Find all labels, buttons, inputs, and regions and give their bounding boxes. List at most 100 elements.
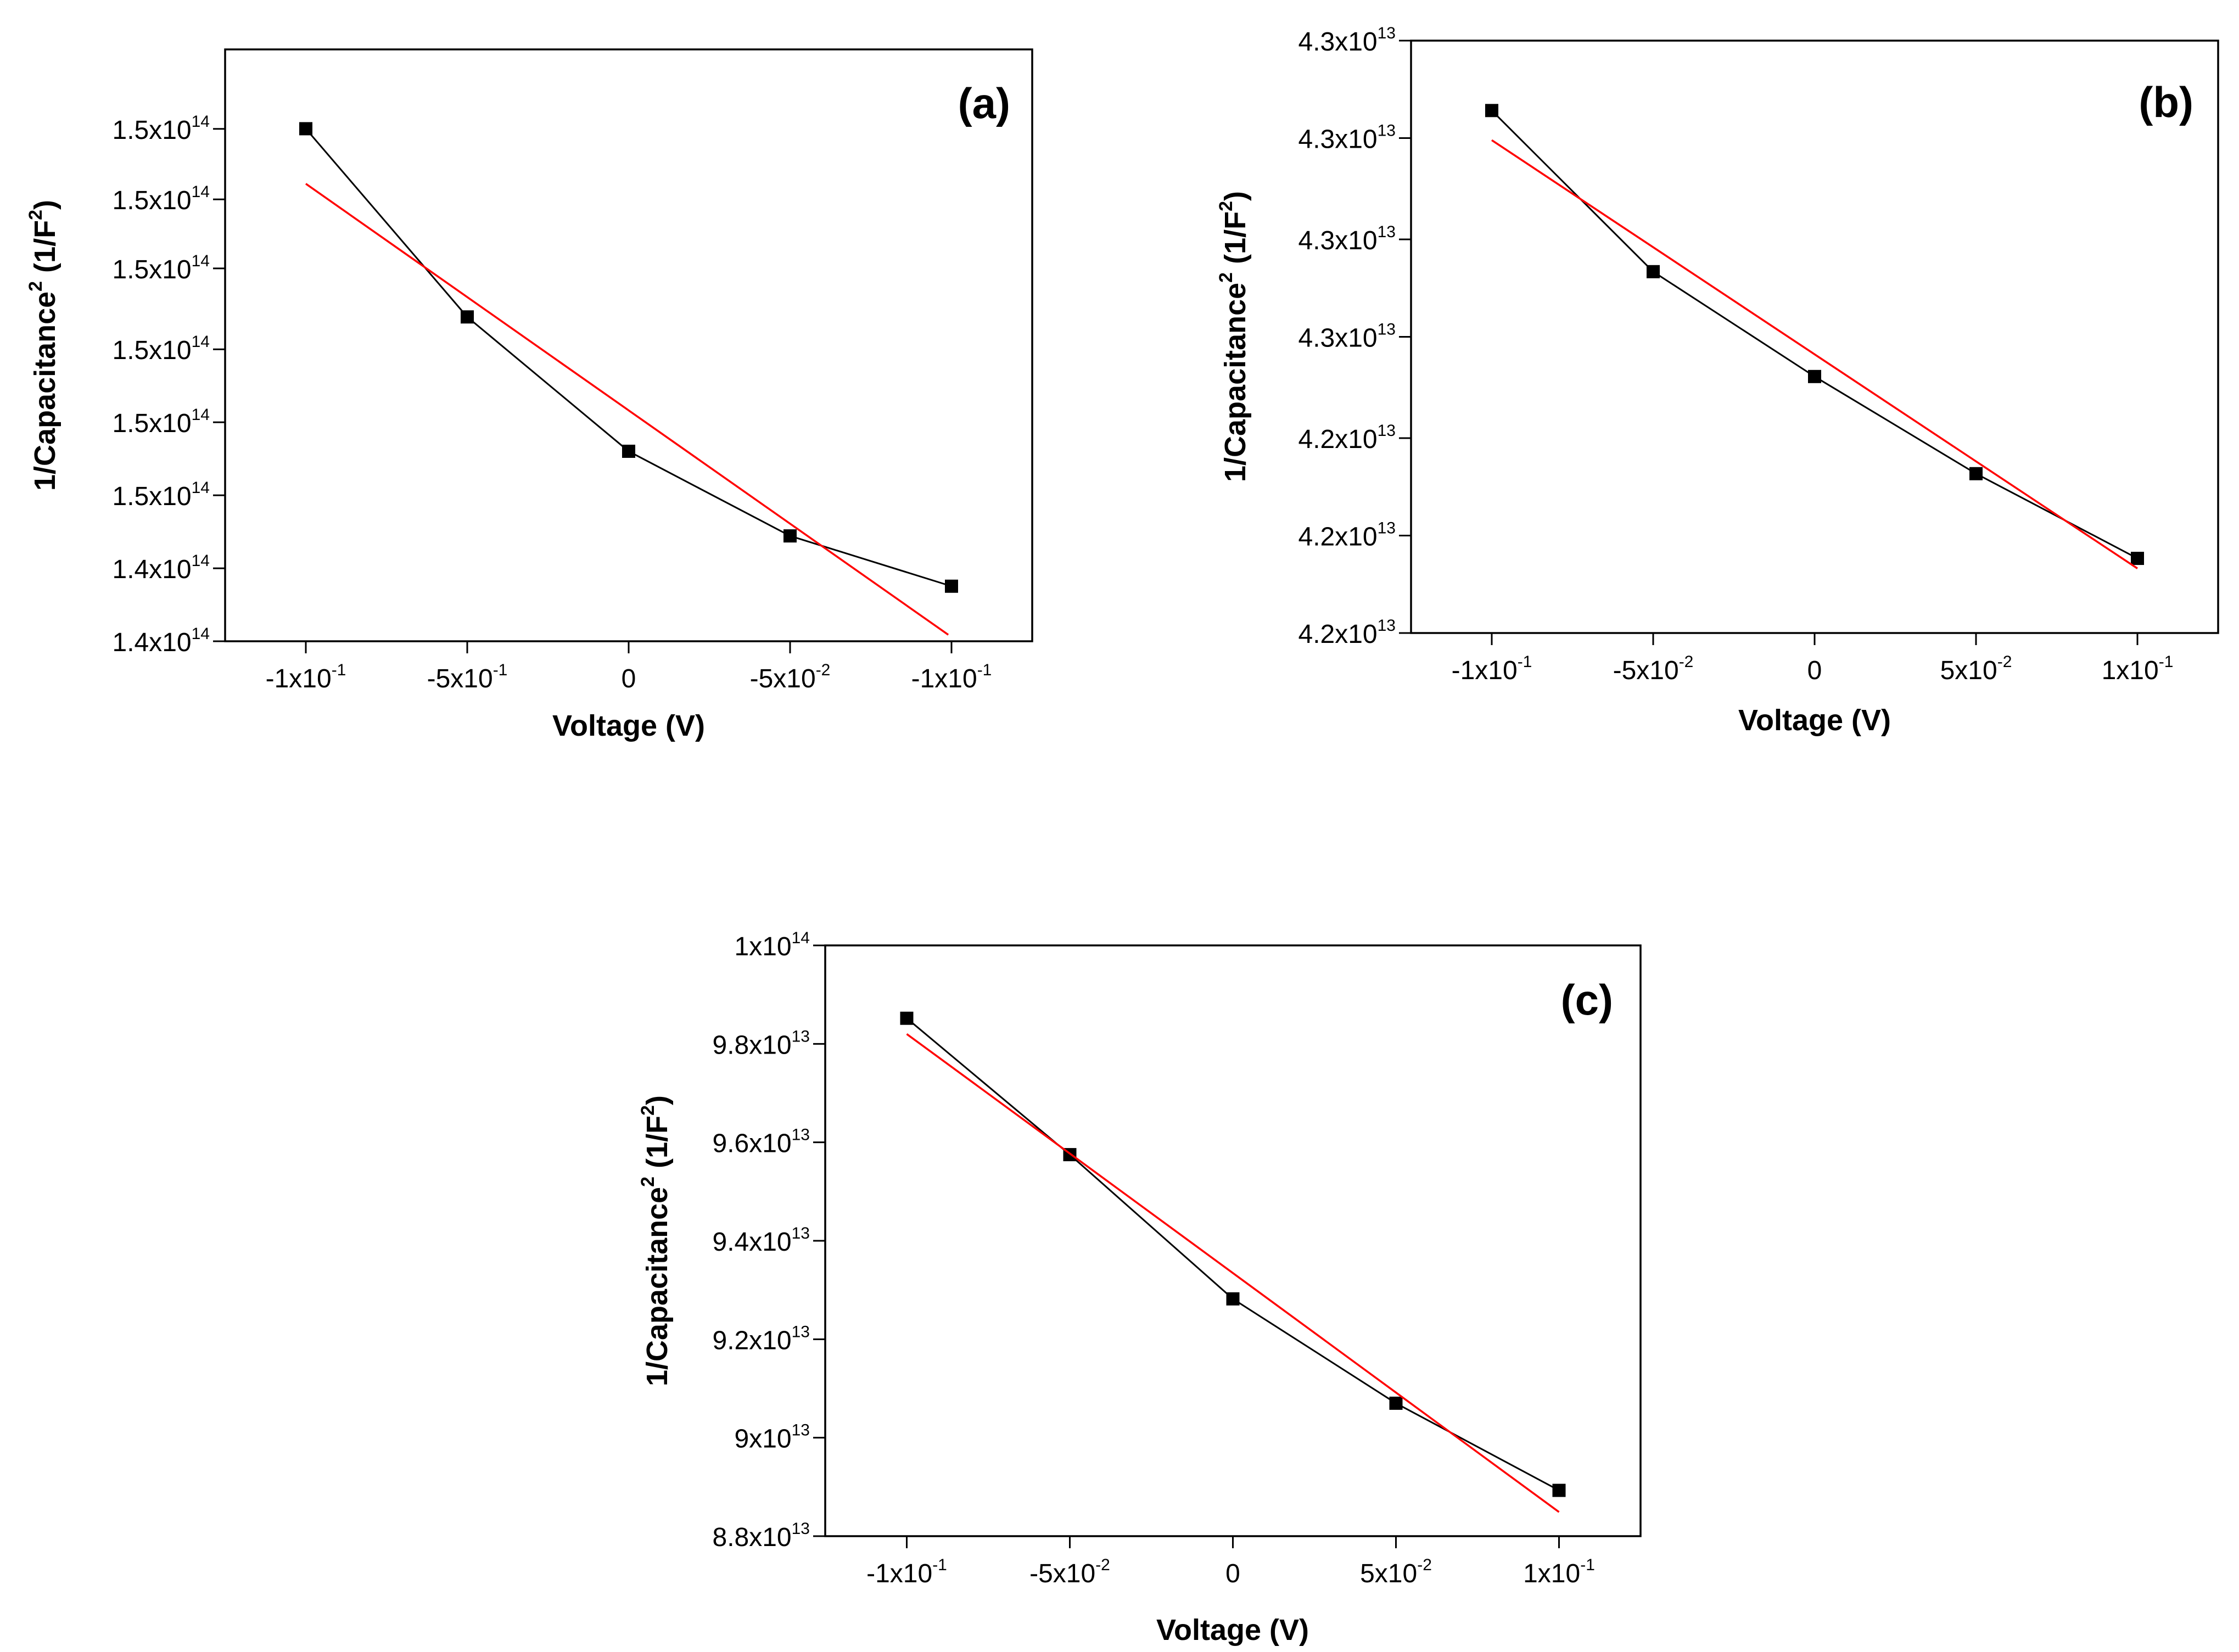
x-tick-label: 5x10-2 xyxy=(1940,653,2012,685)
x-tick-exponent: -1 xyxy=(493,661,508,679)
x-tick-label: 5x10-2 xyxy=(1360,1556,1432,1588)
data-point-marker xyxy=(900,1011,914,1025)
data-point-marker xyxy=(299,122,312,136)
x-tick-exponent: -1 xyxy=(2159,653,2174,671)
data-point-marker xyxy=(1226,1292,1240,1306)
y-tick-exponent: 13 xyxy=(792,1224,810,1242)
data-point-marker xyxy=(945,579,958,593)
y-tick-exponent: 14 xyxy=(192,625,210,643)
y-tick-mantissa: 9x10 xyxy=(735,1425,792,1454)
x-tick-label: 0 xyxy=(1225,1559,1240,1588)
x-tick-mantissa: 0 xyxy=(1807,656,1822,685)
x-tick-mantissa: -5x10 xyxy=(1613,656,1679,685)
x-tick-exponent: -1 xyxy=(1580,1556,1595,1574)
y-tick-label: 4.2x1013 xyxy=(1298,422,1396,454)
plot-frame xyxy=(824,944,1642,1537)
y-tick-mantissa: 9.4x10 xyxy=(713,1228,792,1257)
x-tick-label: -5x10-1 xyxy=(427,661,508,693)
y-tick-exponent: 14 xyxy=(192,479,210,497)
data-point-marker xyxy=(1808,369,1821,383)
plot-frame xyxy=(224,48,1033,642)
panel-label: (b) xyxy=(2139,78,2193,126)
x-tick-mantissa: 0 xyxy=(1225,1559,1240,1588)
y-tick-mantissa: 1.5x10 xyxy=(113,116,192,145)
y-tick-exponent: 13 xyxy=(792,1520,810,1538)
y-tick-label: 8.8x1013 xyxy=(713,1520,810,1552)
x-tick-mantissa: 1x10 xyxy=(2102,656,2159,685)
y-tick-exponent: 13 xyxy=(1378,617,1396,635)
x-tick-exponent: -2 xyxy=(1095,1556,1110,1574)
y-tick-mantissa: 1.4x10 xyxy=(113,555,192,584)
chart-panel-a: -1x10-1 -5x10-1 0 -5x10-2 -1x10-11.4x10141.4… xyxy=(25,48,1033,742)
y-tick-mantissa: 4.3x10 xyxy=(1298,125,1378,154)
y-tick-label: 1.5x1014 xyxy=(113,479,210,511)
y-axis-title-close: ) xyxy=(29,200,61,210)
x-tick-label: -1x10-1 xyxy=(266,661,346,693)
y-axis-title-sup: 2 xyxy=(1216,272,1236,283)
y-tick-mantissa: 4.2x10 xyxy=(1298,620,1378,649)
x-axis-title: Voltage (V) xyxy=(552,709,705,742)
y-axis-title-close: ) xyxy=(1219,191,1252,201)
y-tick-exponent: 14 xyxy=(192,252,210,270)
y-tick-exponent: 13 xyxy=(1378,121,1396,139)
fit-line xyxy=(906,1033,1560,1513)
y-tick-label: 1.5x1014 xyxy=(113,406,210,438)
x-tick-mantissa: -1x10 xyxy=(911,664,977,693)
x-tick-exponent: -1 xyxy=(977,661,992,679)
data-point-marker xyxy=(783,529,797,543)
y-axis-title-sup: 2 xyxy=(25,281,46,292)
y-tick-exponent: 14 xyxy=(192,406,210,424)
x-tick-label: 1x10-1 xyxy=(2102,653,2174,685)
y-tick-exponent: 14 xyxy=(192,183,210,201)
data-point-marker xyxy=(1389,1396,1403,1410)
data-series-line xyxy=(906,1017,1560,1491)
x-tick-label: -1x10-1 xyxy=(866,1556,947,1588)
data-point-marker xyxy=(1969,467,1983,480)
y-tick-exponent: 14 xyxy=(192,333,210,351)
y-tick-label: 4.2x1013 xyxy=(1298,519,1396,552)
y-tick-mantissa: 1.5x10 xyxy=(113,482,192,511)
x-axis-title: Voltage (V) xyxy=(1156,1614,1309,1647)
y-axis-title-unit-sup: 2 xyxy=(637,1105,658,1116)
y-tick-mantissa: 9.6x10 xyxy=(713,1129,792,1158)
x-tick-exponent: -2 xyxy=(1417,1556,1432,1574)
x-tick-exponent: -1 xyxy=(332,661,346,679)
y-tick-mantissa: 1.5x10 xyxy=(113,186,192,215)
x-tick-exponent: -2 xyxy=(1997,653,2012,671)
y-tick-mantissa: 4.2x10 xyxy=(1298,523,1378,552)
y-tick-mantissa: 4.3x10 xyxy=(1298,226,1378,255)
x-tick-exponent: -2 xyxy=(816,661,831,679)
y-tick-label: 1.5x1014 xyxy=(113,252,210,284)
y-axis-title-close: ) xyxy=(641,1095,674,1105)
y-tick-mantissa: 9.8x10 xyxy=(713,1031,792,1060)
y-axis-title: 1/Capacitance2 (1/F2) xyxy=(1216,191,1252,482)
y-tick-mantissa: 1x10 xyxy=(735,932,792,961)
y-axis-title-main: 1/Capacitance xyxy=(641,1187,674,1386)
x-tick-label: -5x10-2 xyxy=(1029,1556,1110,1588)
y-tick-exponent: 13 xyxy=(1378,24,1396,42)
y-axis-title-unit-sup: 2 xyxy=(25,210,46,220)
y-tick-label: 1x1014 xyxy=(735,929,810,961)
x-tick-mantissa: -1x10 xyxy=(866,1559,932,1588)
x-tick-mantissa: -1x10 xyxy=(1452,656,1518,685)
x-axis-title: Voltage (V) xyxy=(1738,704,1891,737)
y-tick-exponent: 13 xyxy=(1378,321,1396,339)
y-tick-mantissa: 1.5x10 xyxy=(113,255,192,284)
y-tick-mantissa: 1.4x10 xyxy=(113,628,192,657)
x-tick-label: 0 xyxy=(1807,656,1822,685)
y-tick-label: 1.5x1014 xyxy=(113,183,210,215)
y-tick-exponent: 13 xyxy=(1378,422,1396,440)
y-tick-exponent: 14 xyxy=(192,552,210,570)
data-point-marker xyxy=(2131,552,2144,565)
y-tick-label: 9.6x1013 xyxy=(713,1126,810,1158)
chart-panel-b: -1x10-1 -5x10-2 0 5x10-2 1x10-14.2x10134.2x1… xyxy=(1216,24,2219,737)
x-tick-exponent: -2 xyxy=(1679,653,1694,671)
x-tick-mantissa: 5x10 xyxy=(1360,1559,1417,1588)
y-tick-label: 4.3x1013 xyxy=(1298,223,1396,255)
x-tick-label: 0 xyxy=(622,664,636,693)
y-tick-label: 1.4x1014 xyxy=(113,552,210,584)
y-tick-exponent: 13 xyxy=(792,1126,810,1144)
y-tick-mantissa: 4.3x10 xyxy=(1298,27,1378,57)
y-axis-title-main: 1/Capacitance xyxy=(1219,283,1252,482)
